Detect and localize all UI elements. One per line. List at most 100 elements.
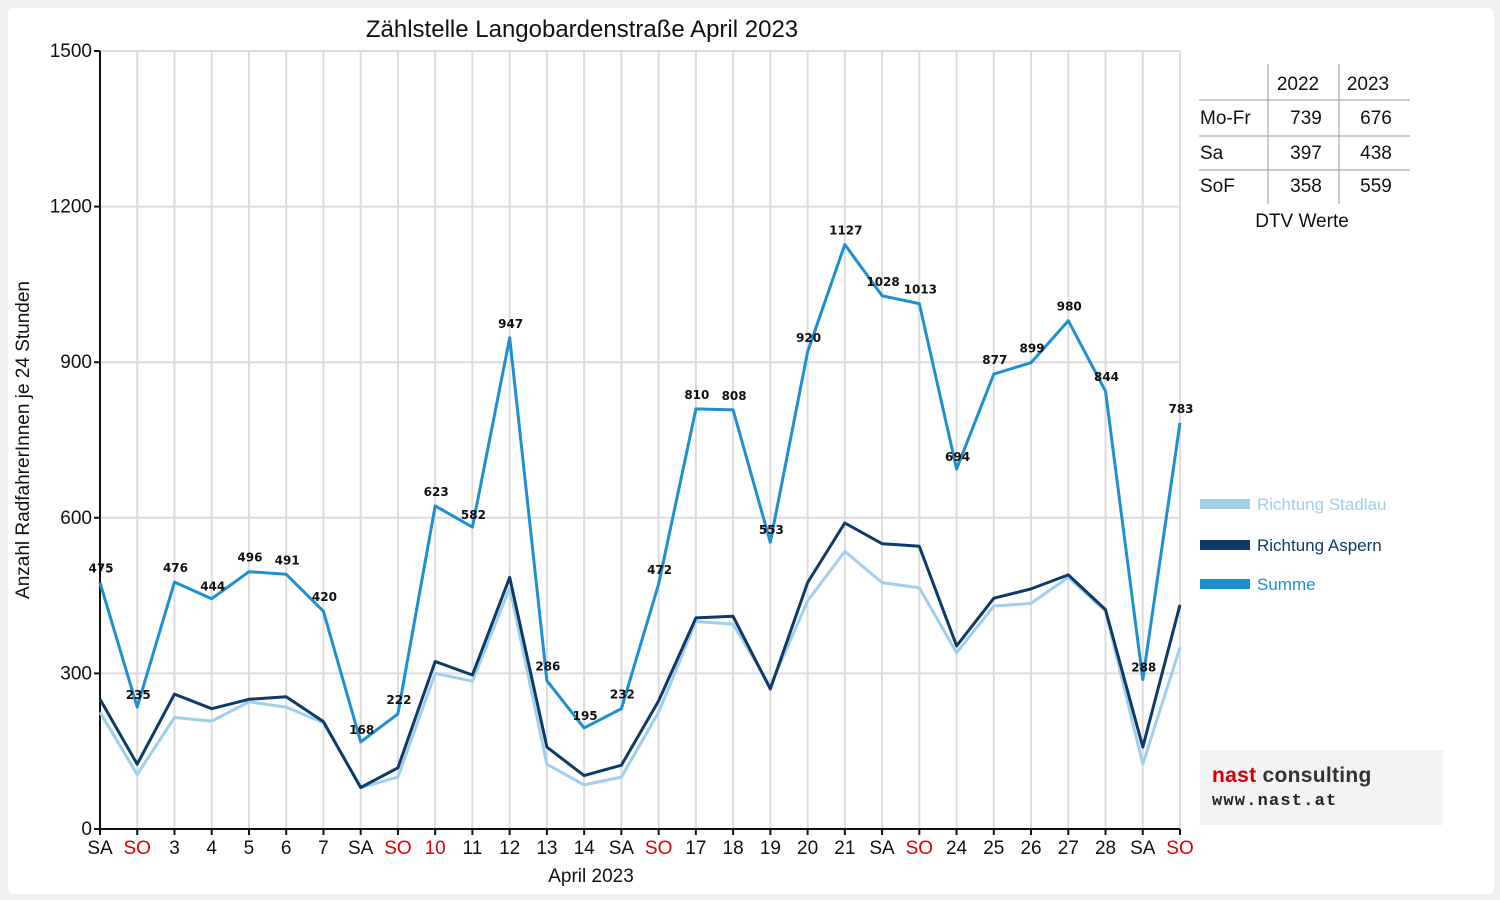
x-tick-label: 17: [685, 838, 706, 859]
logo-wordmark-part-2: consulting: [1256, 764, 1372, 787]
logo-url-text: www.nast.at: [1212, 792, 1338, 811]
x-axis-label: April 2023: [548, 866, 634, 887]
data-label-summe: 623: [424, 485, 449, 499]
company-logo: nast consulting www.nast.at: [1200, 750, 1443, 825]
data-label-summe: 496: [237, 551, 262, 565]
logo-url: www.nast.at: [1212, 792, 1337, 811]
series-line-summe: [98, 243, 1182, 744]
x-tick-label: 19: [760, 838, 781, 859]
data-label-summe: 920: [796, 331, 821, 345]
x-tick-label: SA: [609, 838, 635, 859]
dtv-table: 2022 2023 Mo-Fr 739 676 Sa 397 438 SoF 3…: [1199, 64, 1410, 232]
x-tick-label: 20: [797, 838, 818, 859]
x-tick-label: 27: [1058, 838, 1079, 859]
x-tick-label: SA: [348, 838, 374, 859]
data-label-summe: 980: [1057, 300, 1082, 314]
x-tick-label: 14: [574, 838, 596, 859]
dtv-mofr-2022: 739: [1290, 108, 1322, 129]
data-label-summe: 475: [88, 562, 113, 576]
chart-panel: [8, 8, 1494, 894]
dtv-row-label-sof: SoF: [1200, 176, 1235, 197]
data-label-summe: 899: [1020, 342, 1045, 356]
dtv-col-header-2022: 2022: [1277, 74, 1319, 95]
data-label-summe: 444: [200, 580, 225, 594]
data-labels: 475 235 476 444 496 491 420 168 222 623 582 947 286 1…: [88, 223, 1193, 736]
dtv-row-label-mofr: Mo-Fr: [1200, 108, 1251, 129]
x-tick-label: SO: [124, 838, 151, 859]
x-tick-label: 21: [834, 838, 855, 859]
data-label-summe: 810: [684, 388, 709, 402]
data-label-summe: 1013: [904, 283, 937, 297]
dtv-mofr-2023: 676: [1360, 108, 1392, 129]
data-label-summe: 222: [386, 693, 411, 707]
y-axis-ticks: 0 300 600 900 1200 1500: [50, 41, 100, 840]
data-label-summe: 286: [535, 660, 560, 674]
x-tick-label: SA: [869, 838, 895, 859]
x-tick-label: 7: [318, 838, 329, 859]
x-tick-label: 18: [723, 838, 744, 859]
x-tick-label: SO: [1166, 838, 1193, 859]
y-tick-label: 300: [60, 663, 92, 684]
x-tick-label: 28: [1095, 838, 1116, 859]
data-label-summe: 491: [275, 553, 300, 567]
x-tick-label: 11: [463, 838, 483, 859]
data-label-summe: 168: [349, 723, 374, 737]
y-tick-label: 0: [81, 819, 92, 840]
series-line-aspern: [98, 521, 1182, 789]
data-label-summe: 195: [573, 709, 598, 723]
logo-wordmark: nast consulting: [1212, 764, 1372, 788]
y-axis-label: Anzahl RadfahrerInnen je 24 Stunden: [13, 281, 34, 599]
legend-label-summe: Summe: [1257, 575, 1316, 594]
x-tick-label: SA: [87, 838, 113, 859]
y-tick-label: 900: [60, 352, 92, 373]
legend-swatch-stadlau: [1200, 499, 1250, 509]
data-label-summe: 472: [647, 563, 672, 577]
data-label-summe: 476: [163, 561, 188, 575]
x-tick-label: 5: [244, 838, 255, 859]
x-tick-label: 26: [1020, 838, 1041, 859]
data-label-summe: 420: [312, 590, 337, 604]
x-tick-label: SO: [906, 838, 933, 859]
x-tick-label: 6: [281, 838, 292, 859]
dtv-sof-2022: 358: [1290, 176, 1322, 197]
series-lines: [98, 243, 1182, 789]
dtv-sa-2023: 438: [1360, 143, 1392, 164]
data-label-summe: 844: [1094, 370, 1119, 384]
dtv-col-header-2023: 2023: [1347, 74, 1389, 95]
grid-lines: [100, 50, 1181, 829]
dtv-row-label-sa: Sa: [1200, 143, 1224, 164]
x-tick-label: 3: [169, 838, 180, 859]
legend-label-stadlau: Richtung Stadlau: [1257, 495, 1386, 514]
x-tick-label: 24: [946, 838, 968, 859]
legend-swatch-aspern: [1200, 540, 1250, 550]
dtv-sof-2023: 559: [1360, 176, 1392, 197]
data-label-summe: 694: [945, 450, 970, 464]
data-label-summe: 1028: [866, 275, 899, 289]
legend: Richtung Stadlau Richtung Aspern Summe: [1200, 495, 1386, 594]
data-label-summe: 288: [1131, 661, 1156, 675]
x-tick-label: 10: [425, 838, 446, 859]
data-label-summe: 1127: [829, 223, 862, 237]
data-label-summe: 582: [461, 508, 486, 522]
data-label-summe: 553: [759, 523, 784, 537]
legend-label-aspern: Richtung Aspern: [1257, 536, 1382, 555]
data-label-summe: 235: [126, 688, 151, 702]
y-tick-label: 600: [60, 508, 92, 529]
y-tick-label: 1200: [50, 197, 92, 218]
x-tick-label: 12: [499, 838, 520, 859]
data-label-summe: 808: [722, 389, 747, 403]
x-axis-ticks: SA SO 3 4 5 6 7 SA SO 10 11 12 13 14 SA SO 17 18 19 20 21 SA S…: [87, 829, 1194, 859]
series-line-stadlau: [98, 550, 1182, 789]
data-label-summe: 783: [1168, 402, 1193, 416]
x-tick-label: SA: [1130, 838, 1156, 859]
dtv-caption: DTV Werte: [1255, 211, 1349, 232]
dtv-sa-2022: 397: [1290, 143, 1322, 164]
x-tick-label: 25: [983, 838, 1004, 859]
x-tick-label: SO: [645, 838, 672, 859]
axes: [99, 51, 1180, 830]
x-tick-label: 4: [206, 838, 217, 859]
data-label-summe: 947: [498, 317, 523, 331]
y-tick-label: 1500: [50, 41, 92, 62]
